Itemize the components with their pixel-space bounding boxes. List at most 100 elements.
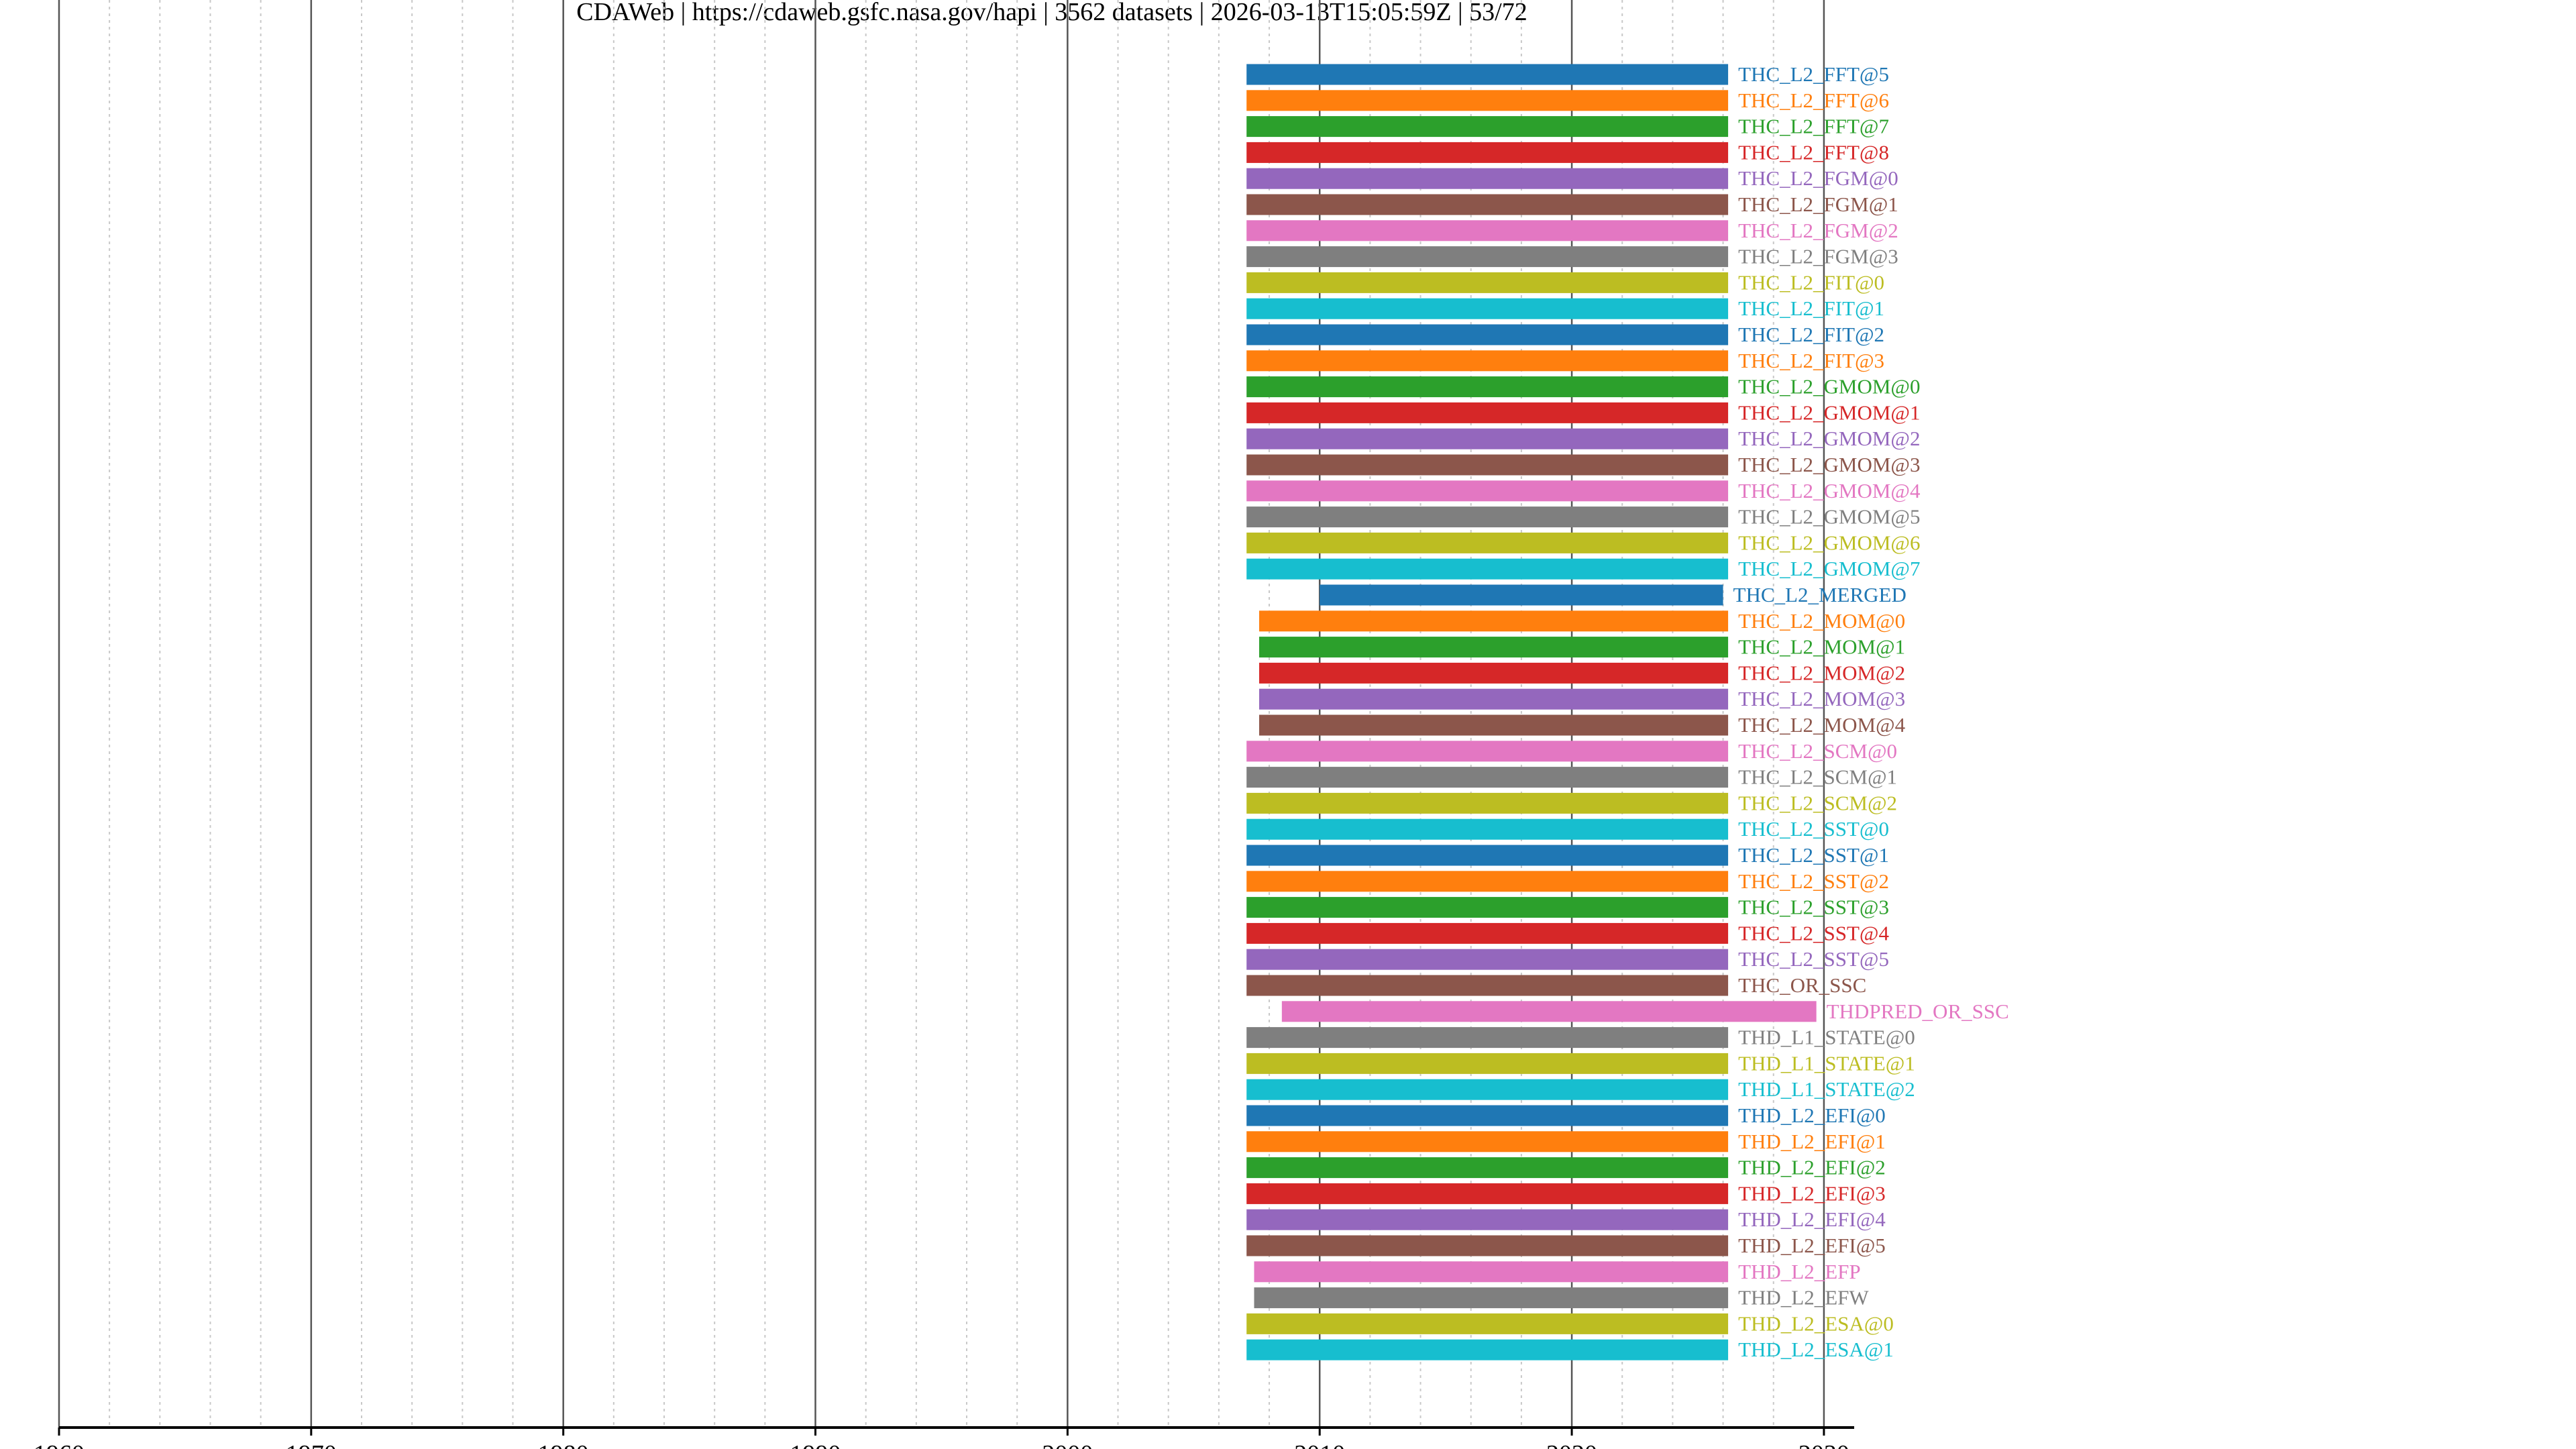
timeline-bar: [1246, 194, 1729, 215]
bar-label: THC_L2_SCM@0: [1738, 739, 1897, 763]
bar-label: THC_L2_SST@4: [1738, 921, 1889, 945]
timeline-bar: [1246, 767, 1729, 788]
timeline-bar: [1246, 1183, 1729, 1204]
bar-label: THC_OR_SSC: [1738, 973, 1866, 997]
x-axis: 1960 1970 1980 1990 2000 2010 2020 2030: [34, 1426, 1854, 1449]
timeline-bar: [1246, 1131, 1729, 1152]
bar-label: THC_L2_GMOM@1: [1738, 400, 1920, 424]
bar-label: THD_L2_EFI@3: [1738, 1181, 1886, 1205]
timeline-bar: [1246, 949, 1729, 970]
bar-label: THD_L2_EFI@4: [1738, 1208, 1886, 1231]
bar-label: THC_L2_FIT@0: [1738, 270, 1884, 294]
timeline-bar: [1246, 1079, 1729, 1100]
timeline-bar: [1246, 845, 1729, 866]
bar-label: THC_L2_FGM@3: [1738, 245, 1898, 268]
x-tick-label: 2000: [1042, 1440, 1093, 1449]
bar-label: THD_L2_EFI@5: [1738, 1234, 1886, 1257]
bar-label: THC_L2_MOM@2: [1738, 661, 1905, 684]
timeline-bar: [1246, 298, 1729, 319]
timeline-bar: [1246, 376, 1729, 398]
bar-label: THC_L2_SCM@2: [1738, 791, 1897, 814]
timeline-bar: [1246, 428, 1729, 449]
timeline-bar: [1246, 480, 1729, 502]
x-tick-label: 2030: [1799, 1440, 1849, 1449]
chart-title: CDAWeb | https://cdaweb.gsfc.nasa.gov/ha…: [576, 0, 1527, 26]
timeline-bar: [1246, 818, 1729, 840]
bar-label: THC_L2_MOM@0: [1738, 609, 1905, 633]
timeline-bar: [1320, 584, 1723, 606]
bar-label: THD_L1_STATE@2: [1738, 1077, 1915, 1101]
bar-label: THDPRED_OR_SSC: [1827, 1000, 2009, 1023]
bar-label: THC_L2_SST@5: [1738, 947, 1889, 971]
bar-label: THD_L2_ESA@0: [1738, 1311, 1894, 1335]
timeline-bar: [1259, 688, 1729, 710]
bar-label: THC_L2_SST@0: [1738, 817, 1889, 841]
x-tick-label: 2010: [1294, 1440, 1345, 1449]
timeline-bar: [1259, 637, 1729, 658]
timeline-bar: [1246, 64, 1729, 85]
bar-label: THC_L2_GMOM@5: [1738, 505, 1920, 529]
bar-label: THD_L2_EFP: [1738, 1260, 1861, 1283]
bar-label: THC_L2_SCM@1: [1738, 765, 1897, 789]
timeline-bar: [1246, 220, 1729, 241]
bar-label: THC_L2_FIT@3: [1738, 349, 1884, 372]
bar-label: THC_L2_MOM@1: [1738, 635, 1905, 659]
timeline-bar: [1254, 1261, 1729, 1283]
x-tick-label: 1980: [538, 1440, 589, 1449]
bar-label: THD_L2_EFI@1: [1738, 1130, 1886, 1153]
timeline-bar: [1246, 402, 1729, 423]
timeline-bar: [1246, 741, 1729, 762]
timeline-bar: [1246, 1313, 1729, 1334]
x-tick-label: 1990: [790, 1440, 841, 1449]
bar-label: THC_L2_FGM@2: [1738, 219, 1898, 242]
timeline-bar: [1246, 558, 1729, 580]
bar-label: THC_L2_SST@3: [1738, 896, 1889, 919]
bar-label: THC_L2_SST@1: [1738, 843, 1889, 867]
bars-layer: THC_L2_FFT@5THC_L2_FFT@6THC_L2_FFT@7THC_…: [1246, 62, 2009, 1361]
bar-label: THD_L2_EFI@0: [1738, 1104, 1886, 1127]
bar-label: THC_L2_MOM@3: [1738, 687, 1905, 710]
timeline-bar: [1246, 1053, 1729, 1074]
timeline-bar: [1246, 1209, 1729, 1230]
bar-label: THC_L2_GMOM@0: [1738, 375, 1920, 398]
timeline-bar: [1246, 897, 1729, 918]
timeline-bar: [1246, 350, 1729, 372]
bar-label: THC_L2_SST@2: [1738, 869, 1889, 893]
timeline-bar: [1246, 168, 1729, 189]
x-tick-label: 1960: [34, 1440, 85, 1449]
timeline-bar: [1246, 871, 1729, 892]
bar-label: THC_L2_FIT@1: [1738, 297, 1884, 320]
bar-label: THC_L2_GMOM@7: [1738, 557, 1920, 580]
timeline-bar: [1259, 662, 1729, 684]
timeline-bar: [1246, 90, 1729, 111]
bar-label: THC_L2_MERGED: [1733, 583, 1907, 606]
timeline-bar: [1246, 975, 1729, 996]
timeline-bar: [1246, 142, 1729, 163]
x-tick-label: 1970: [286, 1440, 337, 1449]
bar-label: THC_L2_GMOM@4: [1738, 479, 1921, 502]
timeline-bar: [1246, 506, 1729, 528]
timeline-bar: [1246, 1105, 1729, 1126]
bar-label: THC_L2_FGM@0: [1738, 166, 1898, 190]
timeline-bar: [1246, 1235, 1729, 1256]
bar-label: THD_L2_ESA@1: [1738, 1338, 1894, 1361]
bar-label: THD_L1_STATE@0: [1738, 1026, 1915, 1049]
bar-label: THC_L2_GMOM@2: [1738, 427, 1920, 450]
timeline-bar: [1259, 714, 1729, 736]
timeline-bar: [1246, 246, 1729, 268]
timeline-bar: [1246, 454, 1729, 476]
timeline-bar: [1246, 324, 1729, 345]
bar-label: THD_L1_STATE@1: [1738, 1051, 1915, 1075]
timeline-bar: [1246, 792, 1729, 814]
timeline-bar: [1259, 610, 1729, 632]
bar-label: THC_L2_GMOM@3: [1738, 453, 1920, 476]
timeline-bar: [1246, 272, 1729, 293]
bar-label: THC_L2_FGM@1: [1738, 193, 1898, 216]
timeline-bar: [1246, 922, 1729, 944]
bar-label: THC_L2_GMOM@6: [1738, 531, 1920, 554]
bar-label: THD_L2_EFW: [1738, 1286, 1869, 1309]
timeline-bar: [1254, 1287, 1729, 1309]
timeline-bar: [1246, 1339, 1729, 1360]
timeline-bar: [1246, 1027, 1729, 1049]
